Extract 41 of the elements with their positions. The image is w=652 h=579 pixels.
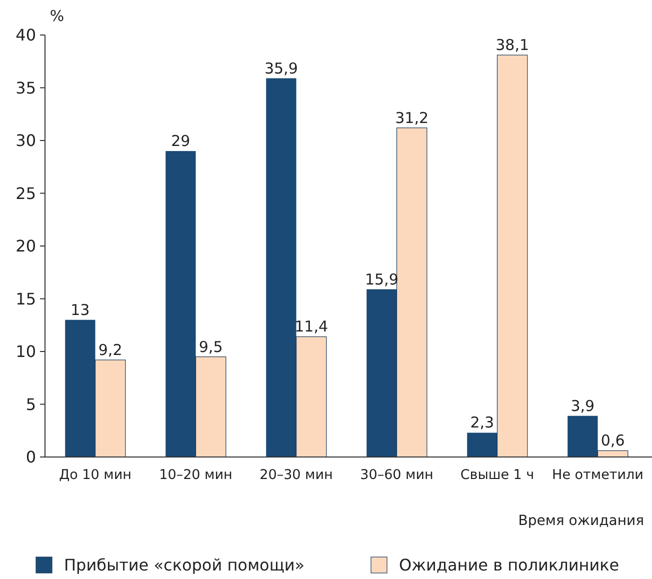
legend-label: Прибытие «скорой помощи» xyxy=(64,556,305,575)
bar xyxy=(296,336,327,458)
bar xyxy=(65,320,96,457)
y-tick-label: 0 xyxy=(26,448,36,467)
bar xyxy=(467,432,498,457)
x-tick-label: 10–20 мин xyxy=(159,467,232,483)
bar xyxy=(568,416,598,457)
data-label: 9,5 xyxy=(198,338,223,356)
data-label: 0,6 xyxy=(600,432,625,450)
bar xyxy=(366,289,397,457)
x-tick-label: 30–60 мин xyxy=(360,467,434,483)
data-label: 35,9 xyxy=(264,59,298,78)
y-tick-label: 40 xyxy=(16,26,36,45)
x-tick-label: Не отметили xyxy=(552,467,644,483)
x-tick-label: До 10 мин xyxy=(59,467,132,483)
y-tick-label: 20 xyxy=(16,236,36,256)
x-tick-label: 20–30 мин xyxy=(260,467,333,483)
data-label: 38,1 xyxy=(496,36,530,54)
data-label: 11,4 xyxy=(294,318,328,336)
data-label: 2,3 xyxy=(470,414,494,432)
y-tick-label: 10 xyxy=(16,342,36,362)
y-tick-label: 25 xyxy=(16,184,36,203)
y-tick-label: 35 xyxy=(16,78,36,98)
y-tick-label: 5 xyxy=(26,394,36,414)
y-tick-label: 30 xyxy=(16,131,36,150)
bar xyxy=(266,78,296,457)
bar xyxy=(94,360,126,458)
data-label: 13 xyxy=(70,300,90,319)
legend-label: Ожидание в поликлинике xyxy=(399,556,620,575)
bar xyxy=(166,151,196,457)
y-tick-label: 15 xyxy=(16,289,36,308)
data-label: 31,2 xyxy=(395,108,429,127)
bar xyxy=(195,356,226,458)
x-tick-label: Свыше 1 ч xyxy=(460,467,534,483)
y-axis-title: % xyxy=(50,7,64,25)
bar xyxy=(496,54,528,458)
data-label: 9,2 xyxy=(98,340,122,359)
data-label: 3,9 xyxy=(570,396,595,415)
data-label: 29 xyxy=(171,132,190,150)
x-axis-title: Время ожидания xyxy=(518,513,644,529)
bar xyxy=(396,128,428,458)
